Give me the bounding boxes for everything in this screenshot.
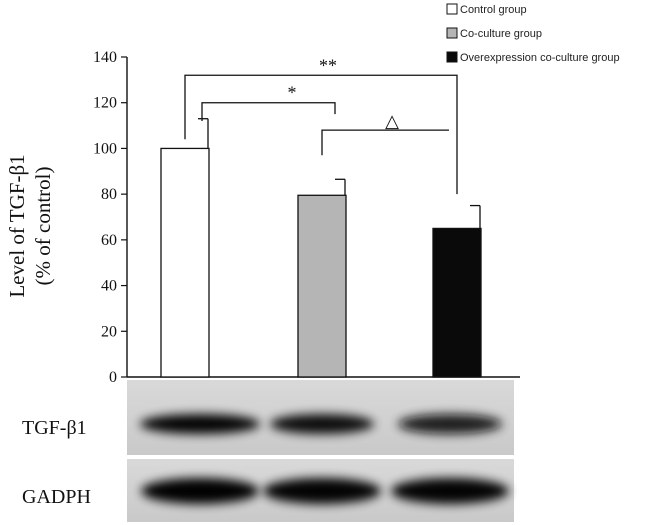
legend-label-coculture: Co-culture group (460, 28, 542, 40)
significance-bracket-2 (321, 129, 449, 156)
y-axis-label-line2: (% of control) (31, 167, 55, 286)
y-tick-label-40: 40 (101, 278, 117, 295)
blot-label-tgfb1: TGF-β1 (22, 417, 87, 439)
y-axis-label-line1: Level of TGF-β1 (5, 154, 29, 297)
y-tick-label-100: 100 (93, 140, 117, 157)
y-tick-label-140: 140 (93, 49, 117, 66)
western-blot: TGF-β1 GADPH (22, 380, 514, 522)
legend-swatch-overexpression (446, 51, 458, 63)
legend-label-control: Control group (460, 4, 527, 16)
y-tick-label-120: 120 (93, 95, 117, 112)
blot-band-tgfb1-2 (398, 414, 502, 434)
legend-swatch-coculture (446, 27, 458, 39)
significance-bracket-0 (184, 74, 458, 195)
y-tick-label-20: 20 (101, 323, 117, 340)
y-tick-label-80: 80 (101, 186, 117, 203)
bars (160, 118, 482, 378)
legend: Control group Co-culture group Overexpre… (446, 3, 620, 64)
blot-band-gadph-2 (391, 478, 509, 504)
blot-band-tgfb1-1 (270, 414, 374, 434)
significance-marker-1: * (288, 83, 297, 103)
legend-label-overexpression: Overexpression co-culture group (460, 52, 620, 64)
blot-band-tgfb1-0 (140, 414, 260, 434)
blot-band-gadph-0 (141, 478, 259, 504)
significance-marker-2: △ (385, 111, 399, 131)
significance-brackets: ***△ (184, 55, 458, 195)
bar-1 (297, 194, 347, 378)
y-tick-label-60: 60 (101, 232, 117, 249)
blot-label-gadph: GADPH (22, 486, 91, 508)
blot-band-gadph-1 (263, 478, 381, 504)
legend-swatch-control (446, 3, 458, 15)
y-tick-label-0: 0 (109, 369, 117, 386)
significance-marker-0: ** (319, 55, 337, 75)
y-ticks: 0 20 40 60 80 100 120 140 (93, 49, 127, 386)
bar-2 (432, 227, 482, 378)
bar-0 (160, 147, 210, 378)
significance-bracket-1 (201, 102, 336, 121)
